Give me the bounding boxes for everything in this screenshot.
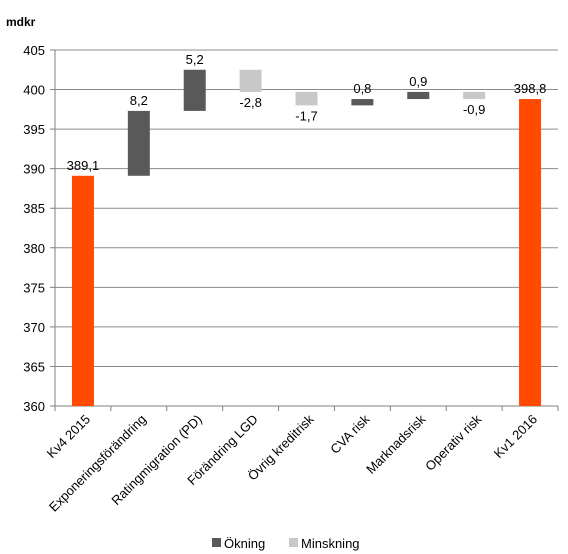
unit-label: mdkr bbox=[6, 15, 36, 29]
y-tick-label: 375 bbox=[23, 280, 45, 295]
bar-increase bbox=[183, 69, 206, 111]
y-tick-label: 365 bbox=[23, 359, 45, 374]
category-label: Marknadsrisk bbox=[363, 411, 429, 477]
category-labels: Kv4 2015ExponeringsförändringRatingmigra… bbox=[44, 411, 541, 514]
y-tick-label: 395 bbox=[23, 122, 45, 137]
bar-total bbox=[519, 99, 542, 406]
y-tick-label: 370 bbox=[23, 320, 45, 335]
data-label: 0,9 bbox=[409, 74, 427, 89]
y-tick-label: 405 bbox=[23, 43, 45, 58]
category-label: CVA risk bbox=[327, 411, 373, 457]
data-label: 5,2 bbox=[186, 52, 204, 67]
data-label: 0,8 bbox=[353, 81, 371, 96]
data-label: 8,2 bbox=[130, 93, 148, 108]
legend-label-decrease: Minskning bbox=[301, 536, 360, 551]
bar-total bbox=[71, 175, 94, 406]
legend: Ökning Minskning bbox=[212, 536, 360, 551]
bar-decrease bbox=[463, 91, 486, 100]
category-label: Kv1 2016 bbox=[491, 412, 540, 461]
data-label: 398,8 bbox=[514, 81, 547, 96]
data-label: -2,8 bbox=[239, 95, 261, 110]
category-label: Kv4 2015 bbox=[44, 412, 93, 461]
category-label: Exponeringsförändring bbox=[46, 412, 149, 515]
category-label: Operativ risk bbox=[422, 411, 485, 474]
axes bbox=[54, 50, 559, 411]
y-tick-label: 385 bbox=[23, 201, 45, 216]
data-label: 389,1 bbox=[67, 158, 100, 173]
y-tick-label: 360 bbox=[23, 399, 45, 414]
y-tick-labels: 360 365 370 375 380 385 390 395 400 405 bbox=[23, 43, 45, 414]
legend-label-increase: Ökning bbox=[224, 536, 265, 551]
y-tick-label: 390 bbox=[23, 162, 45, 177]
bar-decrease bbox=[295, 91, 318, 106]
y-tick-label: 400 bbox=[23, 83, 45, 98]
bar-decrease bbox=[239, 69, 262, 92]
y-tick-label: 380 bbox=[23, 241, 45, 256]
data-label: -0,9 bbox=[463, 102, 485, 117]
data-label: -1,7 bbox=[295, 108, 317, 123]
bar-increase bbox=[127, 110, 150, 176]
legend-swatch-decrease bbox=[289, 538, 298, 547]
bars bbox=[71, 69, 542, 406]
data-labels: 389,1 8,2 5,2 -2,8 -1,7 0,8 0,9 -0,9 398,8 bbox=[67, 52, 547, 173]
legend-swatch-increase bbox=[212, 538, 221, 547]
bar-increase bbox=[351, 99, 374, 106]
bar-increase bbox=[407, 91, 430, 100]
